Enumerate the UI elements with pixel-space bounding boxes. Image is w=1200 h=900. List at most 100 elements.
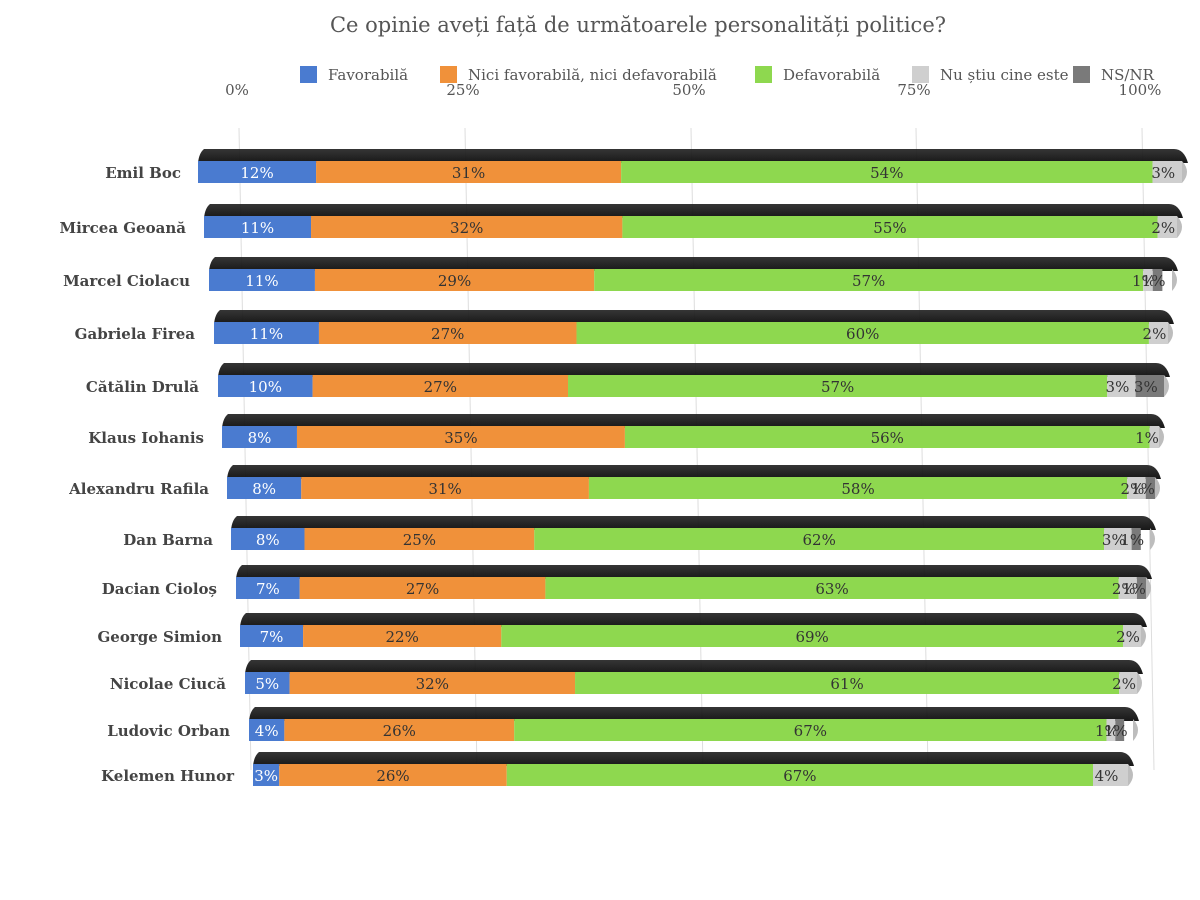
bar-backface	[240, 613, 1147, 627]
bar-segment-1	[253, 764, 280, 786]
bar-backface	[204, 204, 1183, 218]
legend-swatch-5	[1073, 66, 1090, 83]
bar-endcap	[1137, 672, 1142, 694]
data-label: 2%	[1112, 675, 1136, 693]
data-label: 10%	[249, 378, 282, 396]
bar-segment-3	[568, 375, 1108, 397]
data-label: 11%	[245, 272, 278, 290]
legend-swatch-4	[912, 66, 929, 83]
bar-endcap	[1159, 426, 1164, 448]
bar-endcap	[1172, 269, 1177, 291]
data-label: 32%	[450, 219, 483, 237]
category-label: Marcel Ciolacu	[63, 272, 190, 290]
bar-endcap	[1150, 528, 1155, 550]
data-label: 26%	[376, 767, 409, 785]
bar-endcap	[1164, 375, 1169, 397]
data-label: 2%	[1143, 325, 1167, 343]
bar-segment-5	[1136, 577, 1146, 599]
data-label: 27%	[424, 378, 457, 396]
data-label: 3%	[1134, 378, 1158, 396]
category-label: Cătălin Drulă	[86, 378, 199, 396]
bar-segment-4	[1093, 764, 1128, 786]
bar-segment-1	[209, 269, 315, 291]
data-label: 56%	[871, 429, 904, 447]
data-label: 63%	[815, 580, 848, 598]
data-label: 62%	[802, 531, 835, 549]
chart-title: Ce opinie aveți față de următoarele pers…	[330, 13, 946, 37]
bar-segment-2	[284, 719, 515, 741]
bar-backface	[214, 310, 1174, 324]
bar-segment-1	[204, 216, 312, 238]
bar-segment-1	[218, 375, 313, 397]
bar-segment-4	[1104, 528, 1132, 550]
bar-segment-2	[299, 577, 546, 599]
bars: 12% 31% 54% 3%11% 32% 55% 2%11% 29% 57% 1%1%11% 27…	[198, 149, 1188, 786]
data-label: 1%	[1132, 272, 1156, 290]
bar-segment-5	[1131, 528, 1141, 550]
data-label: 5%	[255, 675, 279, 693]
legend-swatch-2	[440, 66, 457, 83]
bar-segment-4	[1157, 216, 1177, 238]
bar-segment-3	[501, 625, 1123, 647]
bar-backface	[236, 565, 1152, 579]
bar-segment-3	[506, 764, 1093, 786]
data-label: 8%	[252, 480, 276, 498]
bar-segment-4	[1127, 477, 1146, 499]
data-label: 29%	[438, 272, 471, 290]
data-label: 3%	[1102, 531, 1126, 549]
data-label: 2%	[1112, 580, 1136, 598]
bar-segment-3	[514, 719, 1107, 741]
data-label: 1%	[1142, 272, 1166, 290]
category-label: Kelemen Hunor	[101, 767, 235, 785]
data-label: 8%	[256, 531, 280, 549]
data-label: 55%	[873, 219, 906, 237]
data-label: 69%	[795, 628, 828, 646]
data-label: 1%	[1135, 429, 1159, 447]
legend-swatch-3	[755, 66, 772, 83]
data-label: 1%	[1120, 531, 1144, 549]
bar-endcap	[1168, 322, 1173, 344]
bar-segment-3	[624, 426, 1150, 448]
x-tick-label: 25%	[446, 81, 479, 99]
bar-segment-2	[311, 216, 623, 238]
category-label: Gabriela Firea	[75, 325, 196, 343]
x-tick-label: 100%	[1119, 81, 1162, 99]
bar-segment-4	[1119, 672, 1137, 694]
data-label: 11%	[241, 219, 274, 237]
bar-segment-2	[289, 672, 576, 694]
bar-endcap	[1146, 577, 1151, 599]
x-axis-ticks: 0% 25% 50% 75% 100%	[225, 81, 1161, 99]
bar-segment-3	[545, 577, 1119, 599]
data-label: 27%	[431, 325, 464, 343]
bar-endcap	[1182, 161, 1187, 183]
bar-segment-1	[222, 426, 297, 448]
bar-segment-1	[231, 528, 305, 550]
data-label: 58%	[841, 480, 874, 498]
bar-endcap	[1133, 719, 1138, 741]
data-label: 3%	[254, 767, 278, 785]
x-tick-label: 0%	[225, 81, 249, 99]
bar-segment-3	[534, 528, 1105, 550]
bar-segment-4	[1148, 322, 1168, 344]
bar-segment-5	[1135, 375, 1164, 397]
bar-backface	[231, 516, 1156, 530]
bar-segment-2	[318, 322, 577, 344]
bar-segment-1	[227, 477, 302, 499]
bar-segment-2	[296, 426, 625, 448]
data-label: 31%	[428, 480, 461, 498]
data-label: 8%	[248, 429, 272, 447]
data-label: 2%	[1151, 219, 1175, 237]
category-label: George Simion	[97, 628, 222, 646]
bar-segment-1	[198, 161, 317, 183]
legend-label-4: Nu știu cine este	[940, 66, 1069, 84]
legend-swatch-1	[300, 66, 317, 83]
x-tick-label: 75%	[897, 81, 930, 99]
data-label: 22%	[386, 628, 419, 646]
bar-segment-5	[1152, 269, 1163, 291]
data-label: 11%	[250, 325, 283, 343]
category-label: Mircea Geoană	[59, 219, 186, 237]
legend-label-5: NS/NR	[1101, 66, 1155, 84]
data-label: 7%	[256, 580, 280, 598]
data-label: 32%	[416, 675, 449, 693]
bar-segment-1	[236, 577, 300, 599]
